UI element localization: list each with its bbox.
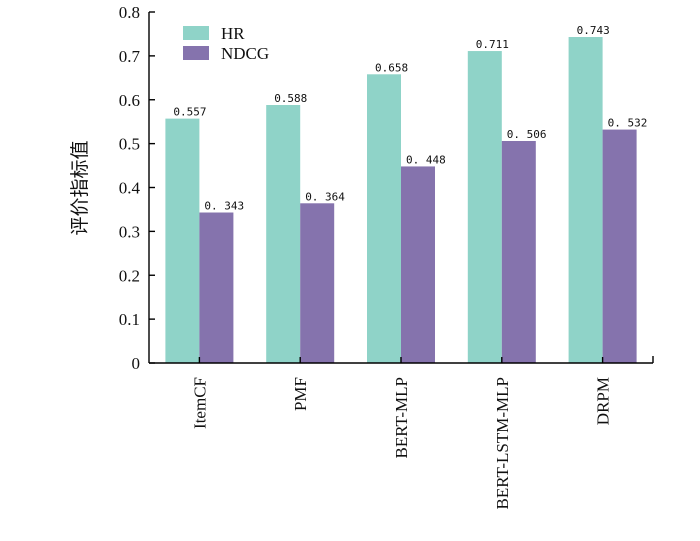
bar-ndcg-pmf [300, 203, 335, 363]
data-label-hr: 0.743 [577, 24, 610, 37]
x-tick-label: PMF [291, 377, 310, 411]
data-label-hr: 0.711 [476, 38, 509, 51]
bar-ndcg-drpm [602, 129, 637, 363]
bar-hr-drpm [568, 37, 603, 363]
y-tick-label: 0.1 [119, 310, 140, 329]
y-tick-label: 0.7 [119, 47, 141, 66]
legend-swatch-hr [183, 26, 209, 40]
y-tick-label: 0.2 [119, 266, 140, 285]
bar-ndcg-itemcf [199, 212, 234, 363]
data-label-ndcg: 0. 343 [204, 200, 244, 213]
bar-ndcg-bert-lstm-mlp [501, 140, 536, 363]
y-tick-label: 0.6 [119, 91, 140, 110]
y-tick-label: 0.4 [119, 179, 141, 198]
bars-layer [165, 37, 637, 364]
axes-layer: 0 0.1 0.2 0.3 0.4 0.5 0.6 0.7 0.8 ItemCF PMF BERT-M… [119, 3, 654, 509]
data-label-ndcg: 0. 364 [305, 190, 345, 203]
y-tick-label: 0 [132, 354, 141, 373]
data-label-hr: 0.557 [173, 106, 206, 119]
data-labels-layer: 0.557 0. 343 0.588 0. 364 0.658 0. 448 0.711 0.… [173, 24, 648, 213]
bar-hr-itemcf [165, 118, 200, 364]
x-tick-label: BERT-LSTM-MLP [493, 377, 512, 509]
data-label-hr: 0.658 [375, 61, 408, 74]
x-tick-label: DRPM [594, 377, 613, 425]
legend-label-hr: HR [221, 24, 245, 43]
legend-swatch-ndcg [183, 46, 209, 60]
y-tick-label: 0.3 [119, 222, 140, 241]
bar-ndcg-bert-mlp [401, 166, 435, 363]
bar-hr-pmf [266, 105, 301, 363]
bar-hr-bert-mlp [367, 74, 401, 364]
y-tick-label: 0.8 [119, 3, 140, 22]
y-tick-label: 0.5 [119, 135, 140, 154]
data-label-hr: 0.588 [274, 92, 307, 105]
bar-hr-bert-lstm-mlp [467, 51, 502, 363]
y-axis-label: 评价指标值 [69, 140, 91, 235]
x-tick-label: BERT-MLP [392, 377, 411, 458]
data-label-ndcg: 0. 448 [406, 153, 446, 166]
x-tick-label: ItemCF [190, 377, 209, 429]
data-label-ndcg: 0. 506 [507, 128, 547, 141]
legend-label-ndcg: NDCG [221, 44, 269, 63]
data-label-ndcg: 0. 532 [608, 117, 648, 130]
